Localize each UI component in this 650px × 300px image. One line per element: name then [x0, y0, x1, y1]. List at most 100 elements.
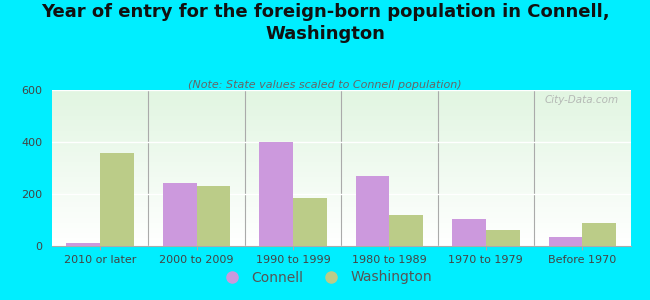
Bar: [52, 232, 650, 233]
Bar: [52, 101, 650, 102]
Bar: [52, 198, 650, 199]
Bar: [52, 185, 650, 186]
Bar: [52, 92, 650, 93]
Bar: [52, 204, 650, 205]
Text: Year of entry for the foreign-born population in Connell,
Washington: Year of entry for the foreign-born popul…: [41, 3, 609, 43]
Bar: [52, 212, 650, 213]
Bar: [52, 116, 650, 117]
Bar: [259, 142, 293, 246]
Bar: [52, 134, 650, 135]
Bar: [52, 207, 650, 208]
Bar: [52, 148, 650, 149]
Bar: [452, 219, 486, 246]
Bar: [52, 122, 650, 123]
Bar: [52, 151, 650, 152]
Bar: [52, 178, 650, 179]
Bar: [52, 131, 650, 132]
Bar: [52, 141, 650, 142]
Bar: [52, 124, 650, 125]
Bar: [52, 236, 650, 237]
Bar: [52, 150, 650, 151]
Bar: [52, 112, 650, 113]
Bar: [52, 135, 650, 136]
Bar: [52, 243, 650, 244]
Bar: [52, 153, 650, 154]
Bar: [52, 180, 650, 181]
Bar: [52, 181, 650, 182]
Bar: [52, 143, 650, 144]
Bar: [52, 94, 650, 95]
Bar: [52, 211, 650, 212]
Bar: [66, 243, 100, 246]
Bar: [52, 164, 650, 165]
Bar: [52, 217, 650, 218]
Bar: [52, 140, 650, 141]
Bar: [52, 205, 650, 206]
Bar: [52, 229, 650, 230]
Bar: [52, 156, 650, 157]
Bar: [100, 153, 134, 246]
Bar: [52, 126, 650, 127]
Bar: [52, 93, 650, 94]
Bar: [52, 108, 650, 109]
Bar: [52, 237, 650, 238]
Bar: [486, 230, 519, 246]
Bar: [52, 240, 650, 241]
Bar: [52, 172, 650, 173]
Bar: [52, 106, 650, 107]
Bar: [52, 201, 650, 202]
Bar: [52, 107, 650, 108]
Bar: [52, 193, 650, 194]
Bar: [52, 239, 650, 240]
Bar: [52, 109, 650, 110]
Bar: [52, 209, 650, 210]
Bar: [52, 166, 650, 167]
Bar: [52, 218, 650, 219]
Legend: Connell, Washington: Connell, Washington: [213, 265, 437, 290]
Bar: [52, 230, 650, 231]
Bar: [52, 105, 650, 106]
Bar: [52, 215, 650, 216]
Bar: [52, 96, 650, 97]
Bar: [52, 206, 650, 207]
Bar: [52, 188, 650, 189]
Bar: [52, 183, 650, 184]
Bar: [52, 157, 650, 158]
Bar: [52, 161, 650, 162]
Bar: [52, 115, 650, 116]
Bar: [52, 226, 650, 227]
Bar: [52, 127, 650, 128]
Bar: [52, 147, 650, 148]
Bar: [196, 186, 230, 246]
Bar: [52, 118, 650, 119]
Bar: [52, 123, 650, 124]
Bar: [52, 130, 650, 131]
Bar: [52, 197, 650, 198]
Bar: [52, 90, 650, 91]
Bar: [52, 192, 650, 193]
Bar: [293, 198, 327, 246]
Bar: [52, 234, 650, 235]
Bar: [52, 189, 650, 190]
Bar: [52, 174, 650, 175]
Bar: [52, 146, 650, 147]
Bar: [52, 190, 650, 191]
Bar: [52, 182, 650, 183]
Bar: [52, 235, 650, 236]
Bar: [52, 200, 650, 201]
Bar: [52, 110, 650, 111]
Bar: [582, 223, 616, 246]
Bar: [52, 138, 650, 139]
Bar: [52, 242, 650, 243]
Bar: [52, 202, 650, 203]
Bar: [549, 237, 582, 246]
Bar: [52, 171, 650, 172]
Bar: [52, 139, 650, 140]
Bar: [52, 104, 650, 105]
Bar: [52, 145, 650, 146]
Bar: [52, 199, 650, 200]
Bar: [52, 95, 650, 96]
Bar: [52, 191, 650, 192]
Bar: [52, 233, 650, 234]
Bar: [389, 215, 423, 246]
